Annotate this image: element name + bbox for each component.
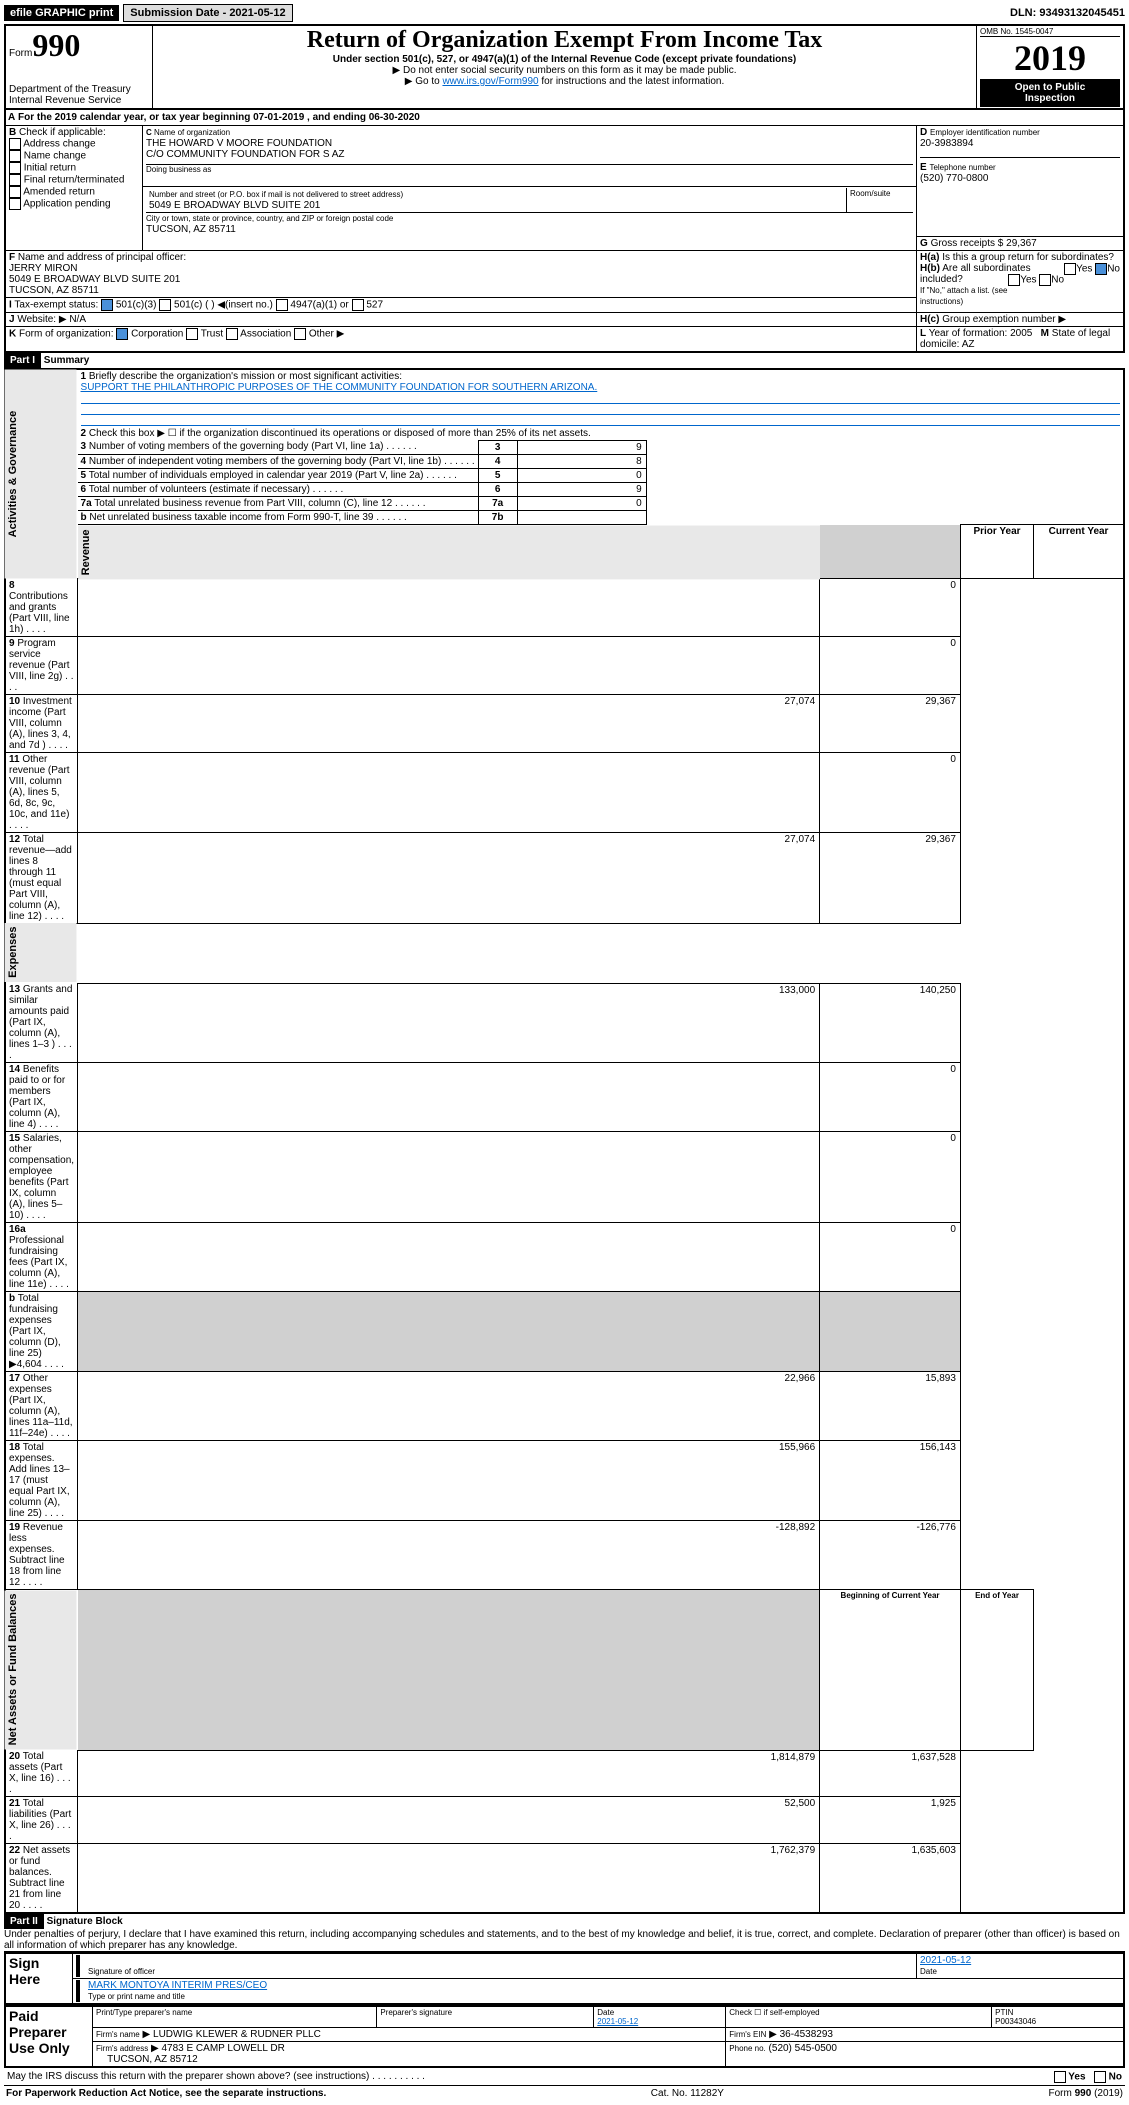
check-pending[interactable]: Application pending: [23, 199, 110, 210]
form-word: Form: [9, 48, 32, 59]
vside-expenses: Expenses: [5, 923, 78, 983]
paid-preparer-block: Paid Preparer Use Only Print/Type prepar…: [4, 2005, 1125, 2068]
officer-city: TUCSON, AZ 85711: [9, 285, 99, 296]
check-initial[interactable]: Initial return: [24, 163, 76, 174]
form-note1: ▶ Do not enter social security numbers o…: [156, 65, 973, 76]
discuss-line: May the IRS discuss this return with the…: [4, 2068, 1125, 2086]
part1-table: Activities & Governance 1 Briefly descri…: [4, 368, 1125, 1915]
ptin: P00343046: [995, 2017, 1036, 2026]
firm-phone: (520) 545-0500: [769, 2043, 837, 2054]
check-address[interactable]: Address change: [23, 139, 95, 150]
efile-button[interactable]: efile GRAPHIC print: [4, 5, 119, 21]
part2-header: Part II: [4, 1914, 44, 1929]
dln: DLN: 93493132045451: [1010, 7, 1125, 19]
officer-addr: 5049 E BROADWAY BLVD SUITE 201: [9, 274, 180, 285]
officer-name: JERRY MIRON: [9, 263, 78, 274]
perjury-text: Under penalties of perjury, I declare th…: [4, 1929, 1125, 1952]
dept-treasury: Department of the Treasury: [9, 84, 149, 95]
officer-name-title: MARK MONTOYA INTERIM PRES/CEO: [88, 1980, 267, 1991]
firm-ein: 36-4538293: [780, 2029, 833, 2040]
entity-info: B Check if applicable: Address change Na…: [4, 126, 1125, 353]
sign-here-label: Sign Here: [5, 1953, 73, 2004]
form-title: Return of Organization Exempt From Incom…: [156, 27, 973, 54]
city-state: TUCSON, AZ 85711: [146, 224, 236, 235]
top-toolbar: efile GRAPHIC print Submission Date - 20…: [4, 4, 1125, 22]
form-subtitle: Under section 501(c), 527, or 4947(a)(1)…: [156, 54, 973, 65]
firm-name: LUDWIG KLEWER & RUDNER PLLC: [153, 2029, 321, 2040]
website: N/A: [69, 314, 86, 325]
check-name[interactable]: Name change: [24, 151, 86, 162]
form-number: 990: [32, 27, 80, 63]
check-amended[interactable]: Amended return: [23, 187, 95, 198]
signature-block: Sign Here Signature of officer 2021-05-1…: [4, 1952, 1125, 2005]
form-note2: ▶ Go to www.irs.gov/Form990 for instruct…: [156, 76, 973, 87]
omb-number: OMB No. 1545-0047: [980, 27, 1120, 37]
part1-header: Part I: [4, 353, 41, 368]
firm-address: 4783 E CAMP LOWELL DR: [161, 2043, 284, 2054]
tax-year: 2019: [980, 37, 1120, 79]
check-applicable-label: Check if applicable:: [19, 127, 106, 138]
form-header: Form990 Department of the Treasury Inter…: [4, 24, 1125, 110]
ein: 20-3983894: [920, 138, 973, 149]
vside-revenue: Revenue: [78, 525, 820, 579]
vside-governance: Activities & Governance: [5, 369, 78, 579]
org-co: C/O COMMUNITY FOUNDATION FOR S AZ: [146, 149, 345, 160]
org-name: THE HOWARD V MOORE FOUNDATION: [146, 138, 332, 149]
phone: (520) 770-0800: [920, 173, 988, 184]
mission-text: SUPPORT THE PHILANTHROPIC PURPOSES OF TH…: [81, 382, 598, 393]
paid-preparer-label: Paid Preparer Use Only: [5, 2006, 93, 2067]
calendar-year-line: A For the 2019 calendar year, or tax yea…: [4, 110, 1125, 126]
vside-net: Net Assets or Fund Balances: [5, 1590, 78, 1750]
footer: For Paperwork Reduction Act Notice, see …: [4, 2086, 1125, 2101]
check-final[interactable]: Final return/terminated: [24, 175, 125, 186]
submission-date[interactable]: Submission Date - 2021-05-12: [123, 4, 292, 22]
sign-date: 2021-05-12: [920, 1955, 971, 1966]
irs-label: Internal Revenue Service: [9, 95, 149, 106]
open-public: Open to PublicInspection: [980, 79, 1120, 107]
gross-receipts: 29,367: [1006, 238, 1037, 249]
street-address: 5049 E BROADWAY BLVD SUITE 201: [149, 200, 320, 211]
